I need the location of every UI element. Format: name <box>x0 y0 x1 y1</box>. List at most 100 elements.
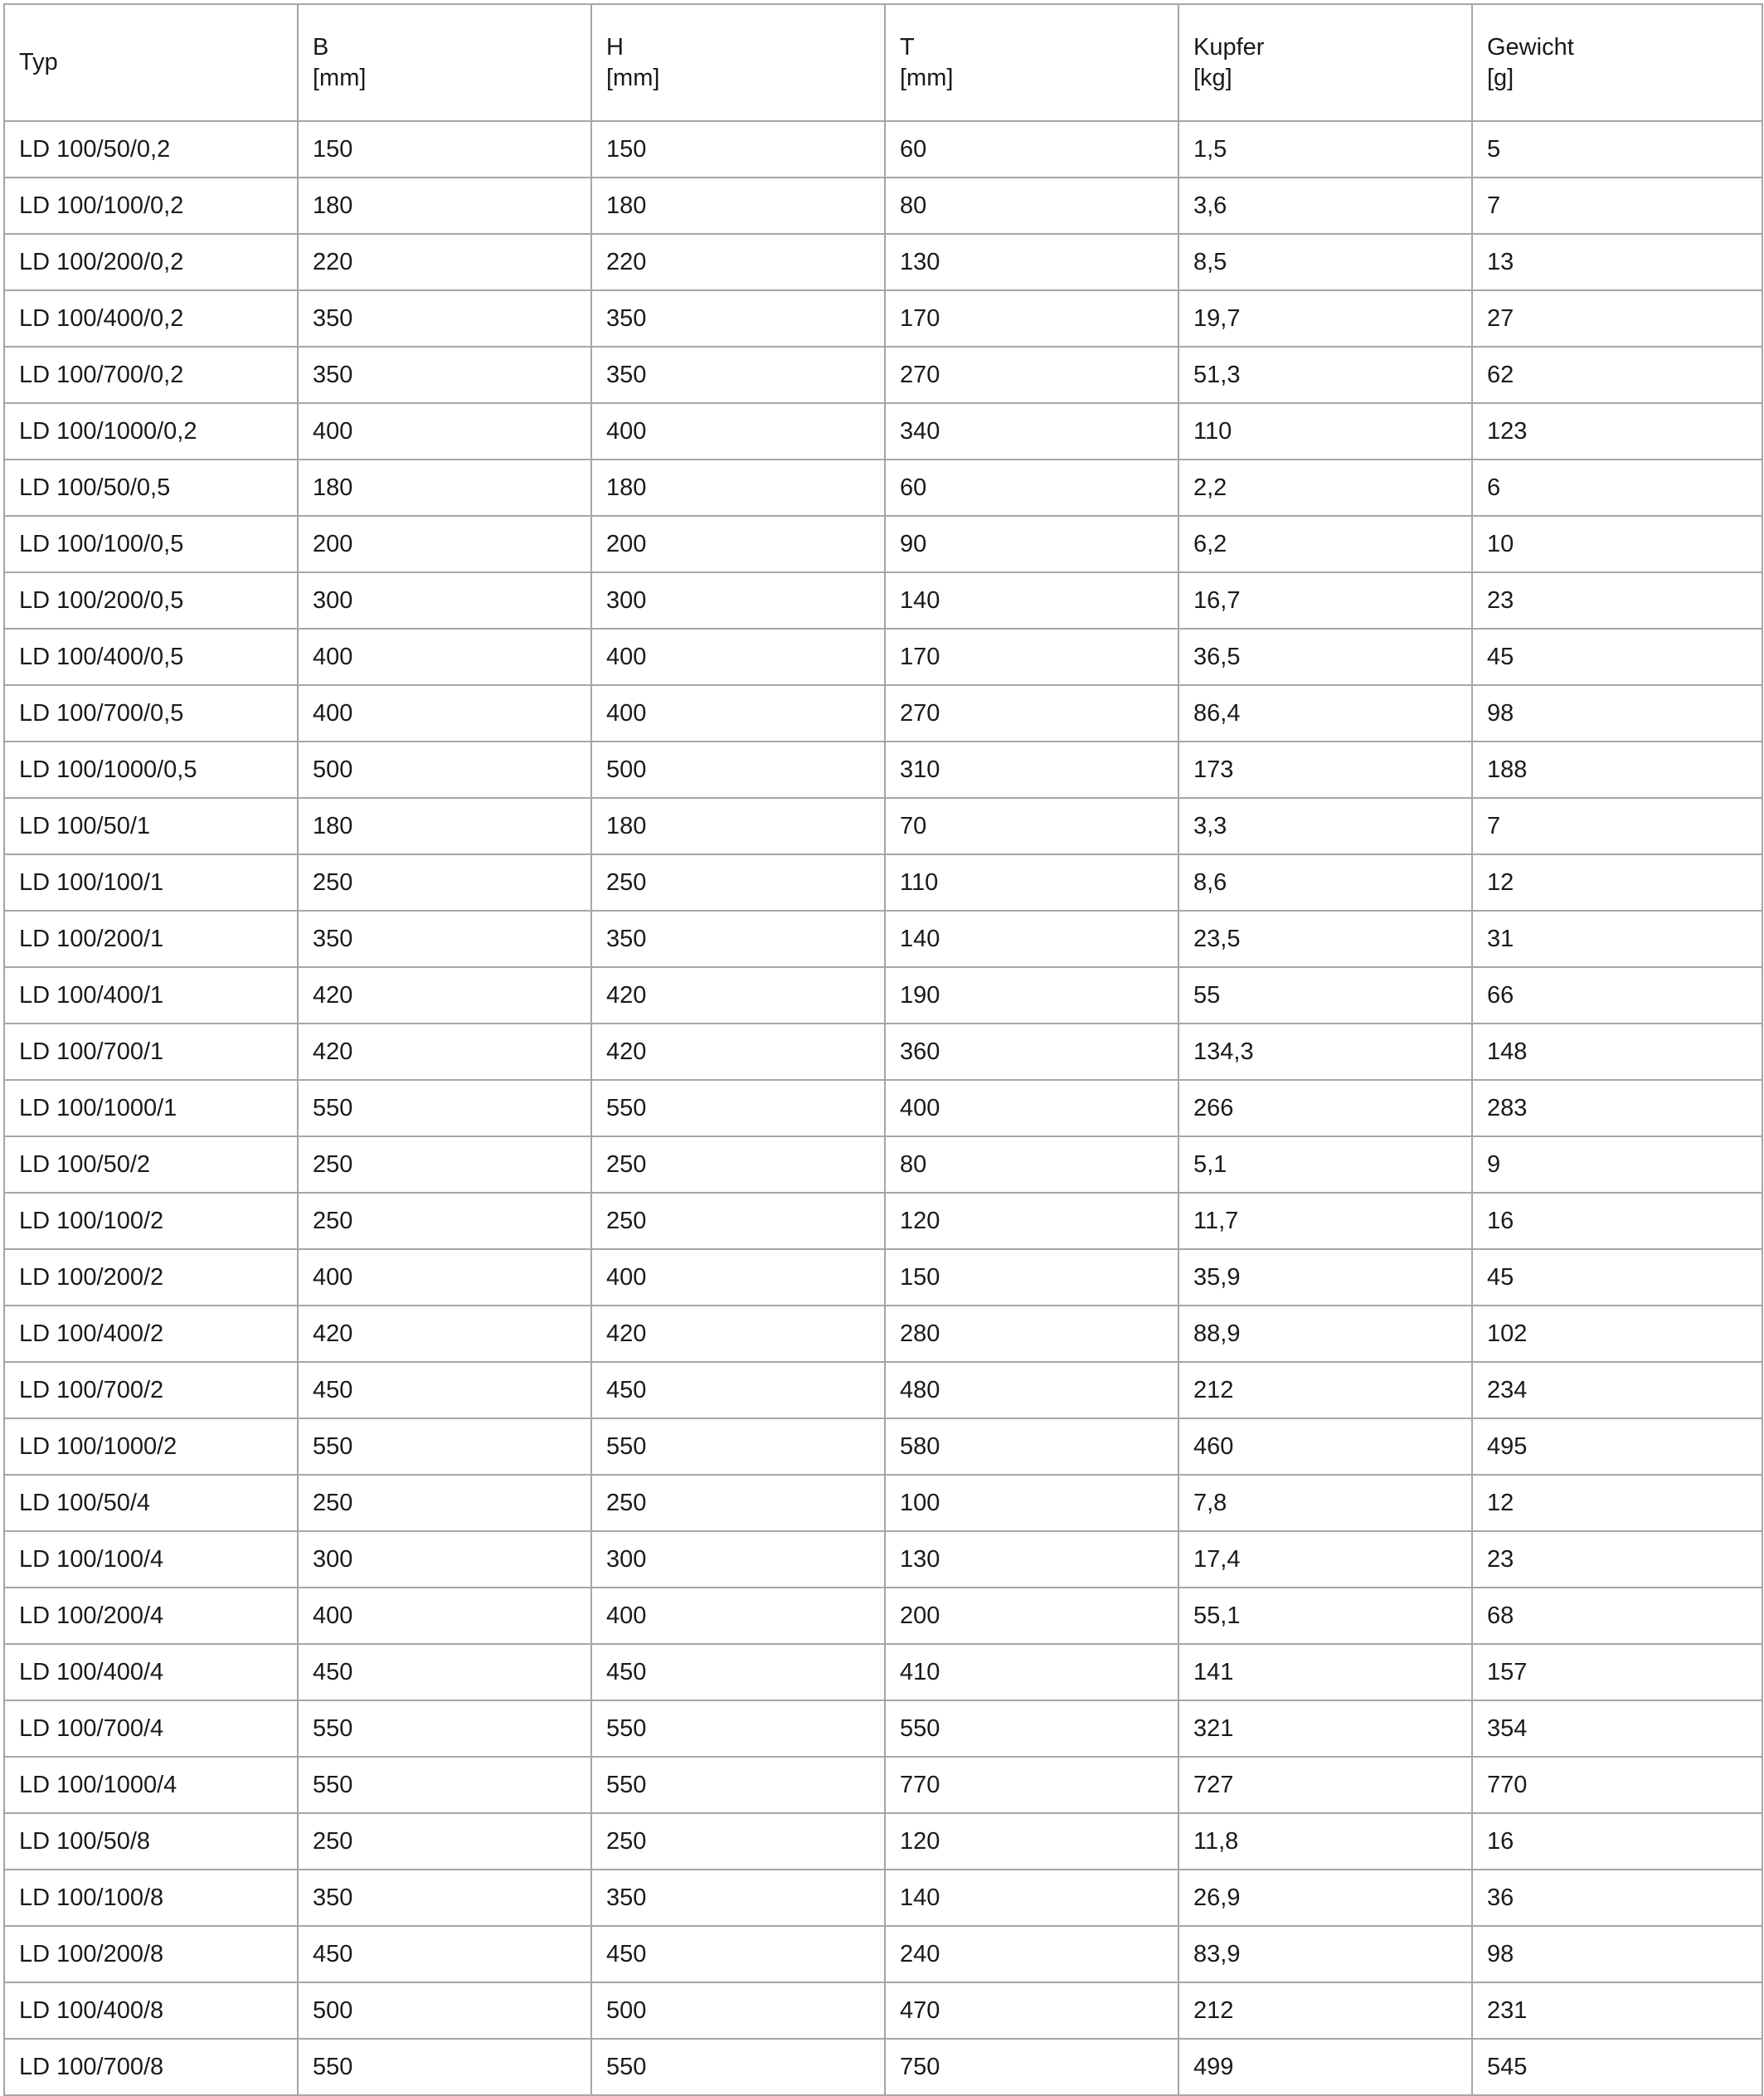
table-cell: 420 <box>297 1305 592 1363</box>
table-cell: 500 <box>297 741 592 799</box>
table-cell: 200 <box>297 515 592 573</box>
column-header: Kupfer [kg] <box>1178 3 1473 122</box>
table-cell: 770 <box>884 1756 1179 1814</box>
table-cell: 5 <box>1471 120 1763 178</box>
table-cell: LD 100/1000/4 <box>3 1756 299 1814</box>
table-cell: 400 <box>297 684 592 742</box>
table-cell: 8,5 <box>1178 233 1473 291</box>
column-header-unit: [mm] <box>313 64 367 91</box>
table-cell: LD 100/1000/2 <box>3 1418 299 1476</box>
table-cell: 450 <box>297 1925 592 1983</box>
table-cell: 250 <box>590 1474 886 1532</box>
table-cell: 51,3 <box>1178 346 1473 404</box>
table-cell: LD 100/700/2 <box>3 1361 299 1419</box>
table-cell: LD 100/200/8 <box>3 1925 299 1983</box>
table-cell: 270 <box>884 346 1179 404</box>
table-cell: 250 <box>297 1136 592 1194</box>
table-cell: 140 <box>884 910 1179 968</box>
table-cell: 36,5 <box>1178 628 1473 686</box>
column-header-name: Gewicht <box>1487 33 1574 61</box>
table-row: LD 100/400/0,5 400 400 170 36,5 45 <box>3 628 1763 686</box>
table-body: LD 100/50/0,2 150 150 60 1,5 5 LD 100/100/0,2 1… <box>3 120 1763 2096</box>
table-cell: 98 <box>1471 684 1763 742</box>
table-cell: 234 <box>1471 1361 1763 1419</box>
table-cell: 231 <box>1471 1982 1763 2040</box>
table-cell: 110 <box>884 853 1179 912</box>
table-cell: 450 <box>590 1361 886 1419</box>
table-cell: 62 <box>1471 346 1763 404</box>
table-cell: 26,9 <box>1178 1869 1473 1927</box>
table-cell: 580 <box>884 1418 1179 1476</box>
table-row: LD 100/1000/1 550 550 400 266 283 <box>3 1079 1763 1137</box>
table-cell: 45 <box>1471 1248 1763 1306</box>
table-cell: 140 <box>884 571 1179 630</box>
table-cell: LD 100/200/4 <box>3 1587 299 1645</box>
table-cell: 7,8 <box>1178 1474 1473 1532</box>
table-cell: 499 <box>1178 2038 1473 2096</box>
table-cell: 170 <box>884 628 1179 686</box>
table-cell: 550 <box>590 1700 886 1758</box>
table-cell: LD 100/100/4 <box>3 1530 299 1588</box>
table-cell: 240 <box>884 1925 1179 1983</box>
table-cell: 86,4 <box>1178 684 1473 742</box>
table-cell: 550 <box>297 1700 592 1758</box>
table-row: LD 100/700/2 450 450 480 212 234 <box>3 1361 1763 1419</box>
table-cell: 727 <box>1178 1756 1473 1814</box>
table-cell: 500 <box>590 1982 886 2040</box>
table-cell: 350 <box>297 289 592 348</box>
table-row: LD 100/1000/0,5 500 500 310 173 188 <box>3 741 1763 799</box>
table-cell: 80 <box>884 1136 1179 1194</box>
table-row: LD 100/200/8 450 450 240 83,9 98 <box>3 1925 1763 1983</box>
table-row: LD 100/1000/0,2 400 400 340 110 123 <box>3 402 1763 460</box>
table-cell: 157 <box>1471 1643 1763 1701</box>
table-cell: 23,5 <box>1178 910 1473 968</box>
table-cell: 148 <box>1471 1023 1763 1081</box>
spec-table: Typ B [mm] H [mm] T [mm] Kupfer [kg] Gewicht [g] L… <box>3 3 1763 2096</box>
table-row: LD 100/400/0,2 350 350 170 19,7 27 <box>3 289 1763 348</box>
table-cell: 120 <box>884 1812 1179 1870</box>
table-cell: LD 100/200/0,2 <box>3 233 299 291</box>
table-cell: 7 <box>1471 177 1763 235</box>
column-header-unit: [mm] <box>606 64 660 91</box>
table-cell: 400 <box>590 402 886 460</box>
table-cell: 410 <box>884 1643 1179 1701</box>
table-cell: 173 <box>1178 741 1473 799</box>
table-cell: 16,7 <box>1178 571 1473 630</box>
table-cell: LD 100/700/0,5 <box>3 684 299 742</box>
table-row: LD 100/1000/2 550 550 580 460 495 <box>3 1418 1763 1476</box>
table-cell: 300 <box>590 571 886 630</box>
table-row: LD 100/700/0,5 400 400 270 86,4 98 <box>3 684 1763 742</box>
table-cell: 470 <box>884 1982 1179 2040</box>
table-cell: 150 <box>884 1248 1179 1306</box>
table-cell: 3,6 <box>1178 177 1473 235</box>
table-cell: LD 100/1000/1 <box>3 1079 299 1137</box>
table-cell: 27 <box>1471 289 1763 348</box>
table-cell: 250 <box>590 1192 886 1250</box>
table-cell: 350 <box>297 1869 592 1927</box>
table-cell: 11,7 <box>1178 1192 1473 1250</box>
column-header-name: H <box>606 33 624 61</box>
table-cell: LD 100/100/1 <box>3 853 299 912</box>
table-cell: 180 <box>297 459 592 517</box>
table-cell: 170 <box>884 289 1179 348</box>
table-cell: 68 <box>1471 1587 1763 1645</box>
table-cell: 1,5 <box>1178 120 1473 178</box>
table-cell: 70 <box>884 797 1179 855</box>
column-header: H [mm] <box>590 3 886 122</box>
table-cell: LD 100/700/1 <box>3 1023 299 1081</box>
table-cell: LD 100/50/0,5 <box>3 459 299 517</box>
table-cell: 750 <box>884 2038 1179 2096</box>
table-cell: 545 <box>1471 2038 1763 2096</box>
table-cell: 266 <box>1178 1079 1473 1137</box>
table-cell: LD 100/1000/0,5 <box>3 741 299 799</box>
table-cell: 60 <box>884 120 1179 178</box>
table-cell: 130 <box>884 1530 1179 1588</box>
table-cell: 354 <box>1471 1700 1763 1758</box>
table-cell: LD 100/200/2 <box>3 1248 299 1306</box>
table-cell: 420 <box>590 1305 886 1363</box>
table-cell: 300 <box>297 571 592 630</box>
table-cell: 200 <box>884 1587 1179 1645</box>
table-cell: 400 <box>297 1587 592 1645</box>
table-row: LD 100/50/0,5 180 180 60 2,2 6 <box>3 459 1763 517</box>
table-cell: 16 <box>1471 1812 1763 1870</box>
